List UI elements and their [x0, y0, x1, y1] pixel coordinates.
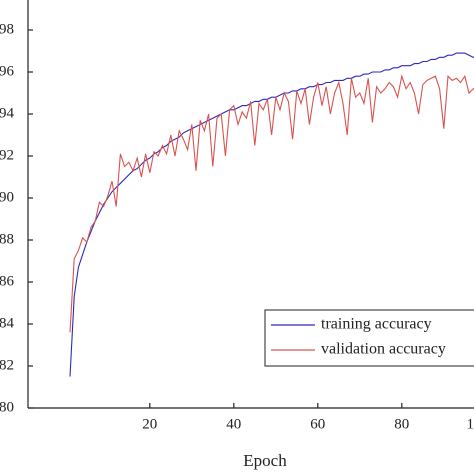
x-tick-label: 20	[142, 416, 157, 432]
y-tick-label: 0.88	[0, 231, 14, 247]
legend-label: training accuracy	[321, 316, 432, 333]
x-tick-label: 80	[394, 416, 409, 432]
y-tick-label: 0.82	[0, 357, 14, 373]
y-tick-label: 0.90	[0, 189, 14, 205]
y-tick-label: 0.86	[0, 273, 15, 289]
y-tick-label: 0.98	[0, 21, 14, 37]
y-tick-label: 0.80	[0, 399, 14, 415]
x-tick-label: 40	[226, 416, 241, 432]
x-axis-label: Epoch	[243, 451, 287, 470]
x-tick-label: 100	[467, 416, 474, 432]
legend-label: validation accuracy	[321, 341, 446, 358]
y-tick-label: 0.84	[0, 315, 15, 331]
y-tick-label: 0.96	[0, 63, 15, 79]
y-tick-label: 0.94	[0, 105, 15, 121]
legend-box	[264, 309, 474, 367]
data-line	[69, 74, 474, 333]
x-tick-label: 60	[310, 416, 325, 432]
y-tick-label: 0.92	[0, 147, 14, 163]
